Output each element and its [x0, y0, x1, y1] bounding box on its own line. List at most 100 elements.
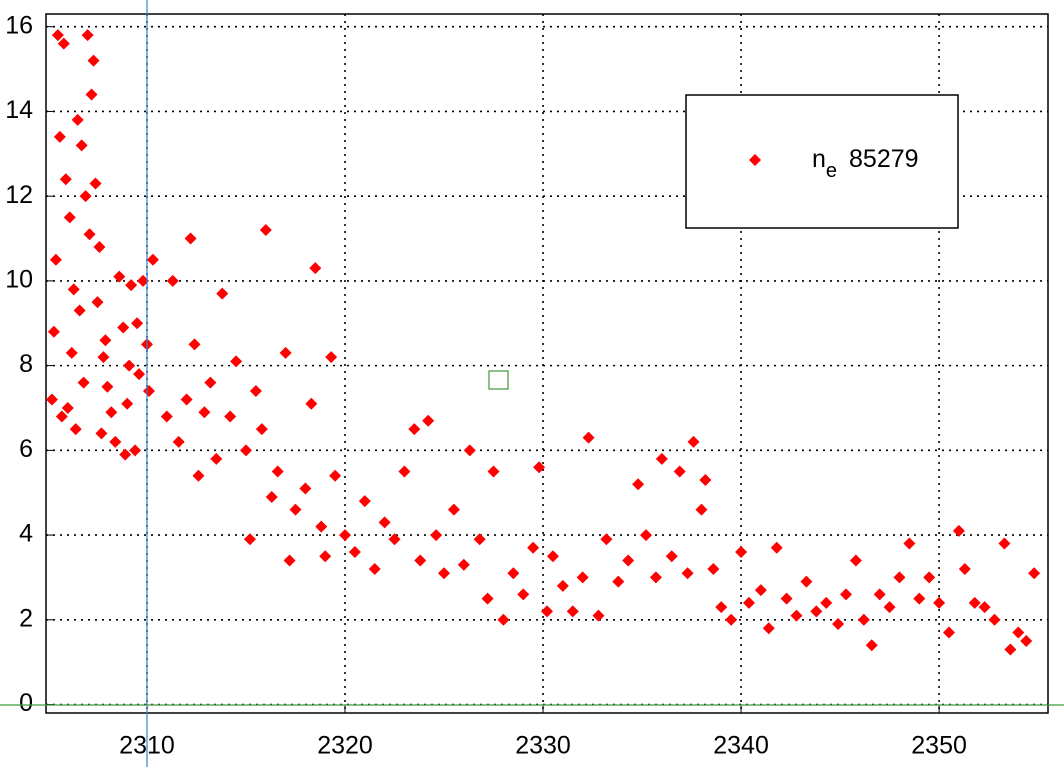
point — [1012, 626, 1025, 639]
point — [408, 423, 421, 436]
point — [790, 609, 803, 622]
point — [75, 139, 88, 152]
point — [988, 613, 1001, 626]
y-tick-label: 10 — [5, 266, 33, 294]
point — [840, 588, 853, 601]
point — [358, 495, 371, 508]
point — [600, 533, 613, 546]
point — [113, 270, 126, 283]
legend-marker — [749, 154, 761, 166]
point — [533, 461, 546, 474]
point — [422, 414, 435, 427]
point — [83, 228, 96, 241]
point — [695, 503, 708, 516]
point — [63, 211, 76, 224]
point — [430, 529, 443, 542]
point — [309, 262, 322, 275]
point — [85, 88, 98, 101]
point — [632, 478, 645, 491]
point — [556, 579, 569, 592]
point — [339, 529, 352, 542]
point — [289, 503, 302, 516]
point — [649, 571, 662, 584]
legend-name: n — [812, 145, 826, 173]
point — [59, 173, 72, 186]
point — [1020, 634, 1033, 647]
point — [655, 452, 668, 465]
point — [576, 571, 589, 584]
plot-frame — [45, 13, 1049, 714]
point — [160, 410, 173, 423]
point — [699, 474, 712, 486]
x-tick-label: 2330 — [515, 732, 571, 760]
point — [873, 588, 886, 601]
legend-label: ne 85279 — [812, 145, 919, 183]
point — [172, 435, 185, 448]
point — [438, 567, 451, 580]
point — [99, 334, 112, 347]
point — [125, 279, 138, 292]
point — [1028, 567, 1041, 580]
point — [414, 554, 427, 567]
y-tick-label: 0 — [19, 689, 33, 717]
point — [146, 253, 159, 266]
point — [101, 380, 114, 393]
point — [279, 346, 292, 359]
point — [133, 368, 146, 381]
point — [546, 550, 559, 563]
point — [780, 592, 793, 605]
point — [398, 465, 411, 478]
point — [447, 503, 460, 516]
point — [665, 550, 678, 563]
point — [687, 435, 700, 448]
point — [968, 596, 981, 609]
point — [142, 385, 155, 398]
point — [77, 376, 90, 389]
point — [265, 490, 278, 503]
point — [210, 452, 223, 465]
point — [742, 596, 755, 609]
point — [893, 571, 906, 584]
point — [255, 423, 268, 436]
y-tick-label: 4 — [19, 520, 33, 548]
marker-box — [488, 370, 509, 390]
point — [57, 37, 70, 50]
x-tick-label: 2320 — [317, 732, 373, 760]
point — [45, 393, 58, 406]
legend-box — [685, 94, 959, 229]
point — [71, 113, 84, 126]
point — [79, 190, 92, 203]
point — [849, 554, 862, 567]
point — [958, 562, 971, 575]
point — [315, 520, 328, 533]
point — [707, 562, 720, 575]
point — [198, 406, 211, 419]
point — [497, 613, 510, 626]
point — [89, 177, 102, 190]
point — [810, 605, 823, 618]
point — [952, 524, 965, 537]
point — [49, 253, 62, 266]
point — [121, 397, 134, 410]
point — [735, 546, 748, 559]
point — [527, 541, 540, 554]
point — [754, 584, 767, 597]
point — [188, 338, 201, 351]
point — [857, 613, 870, 626]
point — [463, 444, 476, 457]
point — [978, 601, 991, 614]
point — [517, 588, 530, 601]
y-tick-label: 16 — [5, 11, 33, 39]
point — [180, 393, 193, 406]
point — [820, 596, 833, 609]
point — [117, 321, 130, 334]
point — [95, 427, 108, 440]
point — [725, 613, 738, 626]
point — [715, 601, 728, 614]
point — [65, 346, 78, 359]
point — [378, 516, 391, 529]
point — [592, 609, 605, 622]
point — [923, 571, 936, 584]
point — [192, 469, 205, 482]
